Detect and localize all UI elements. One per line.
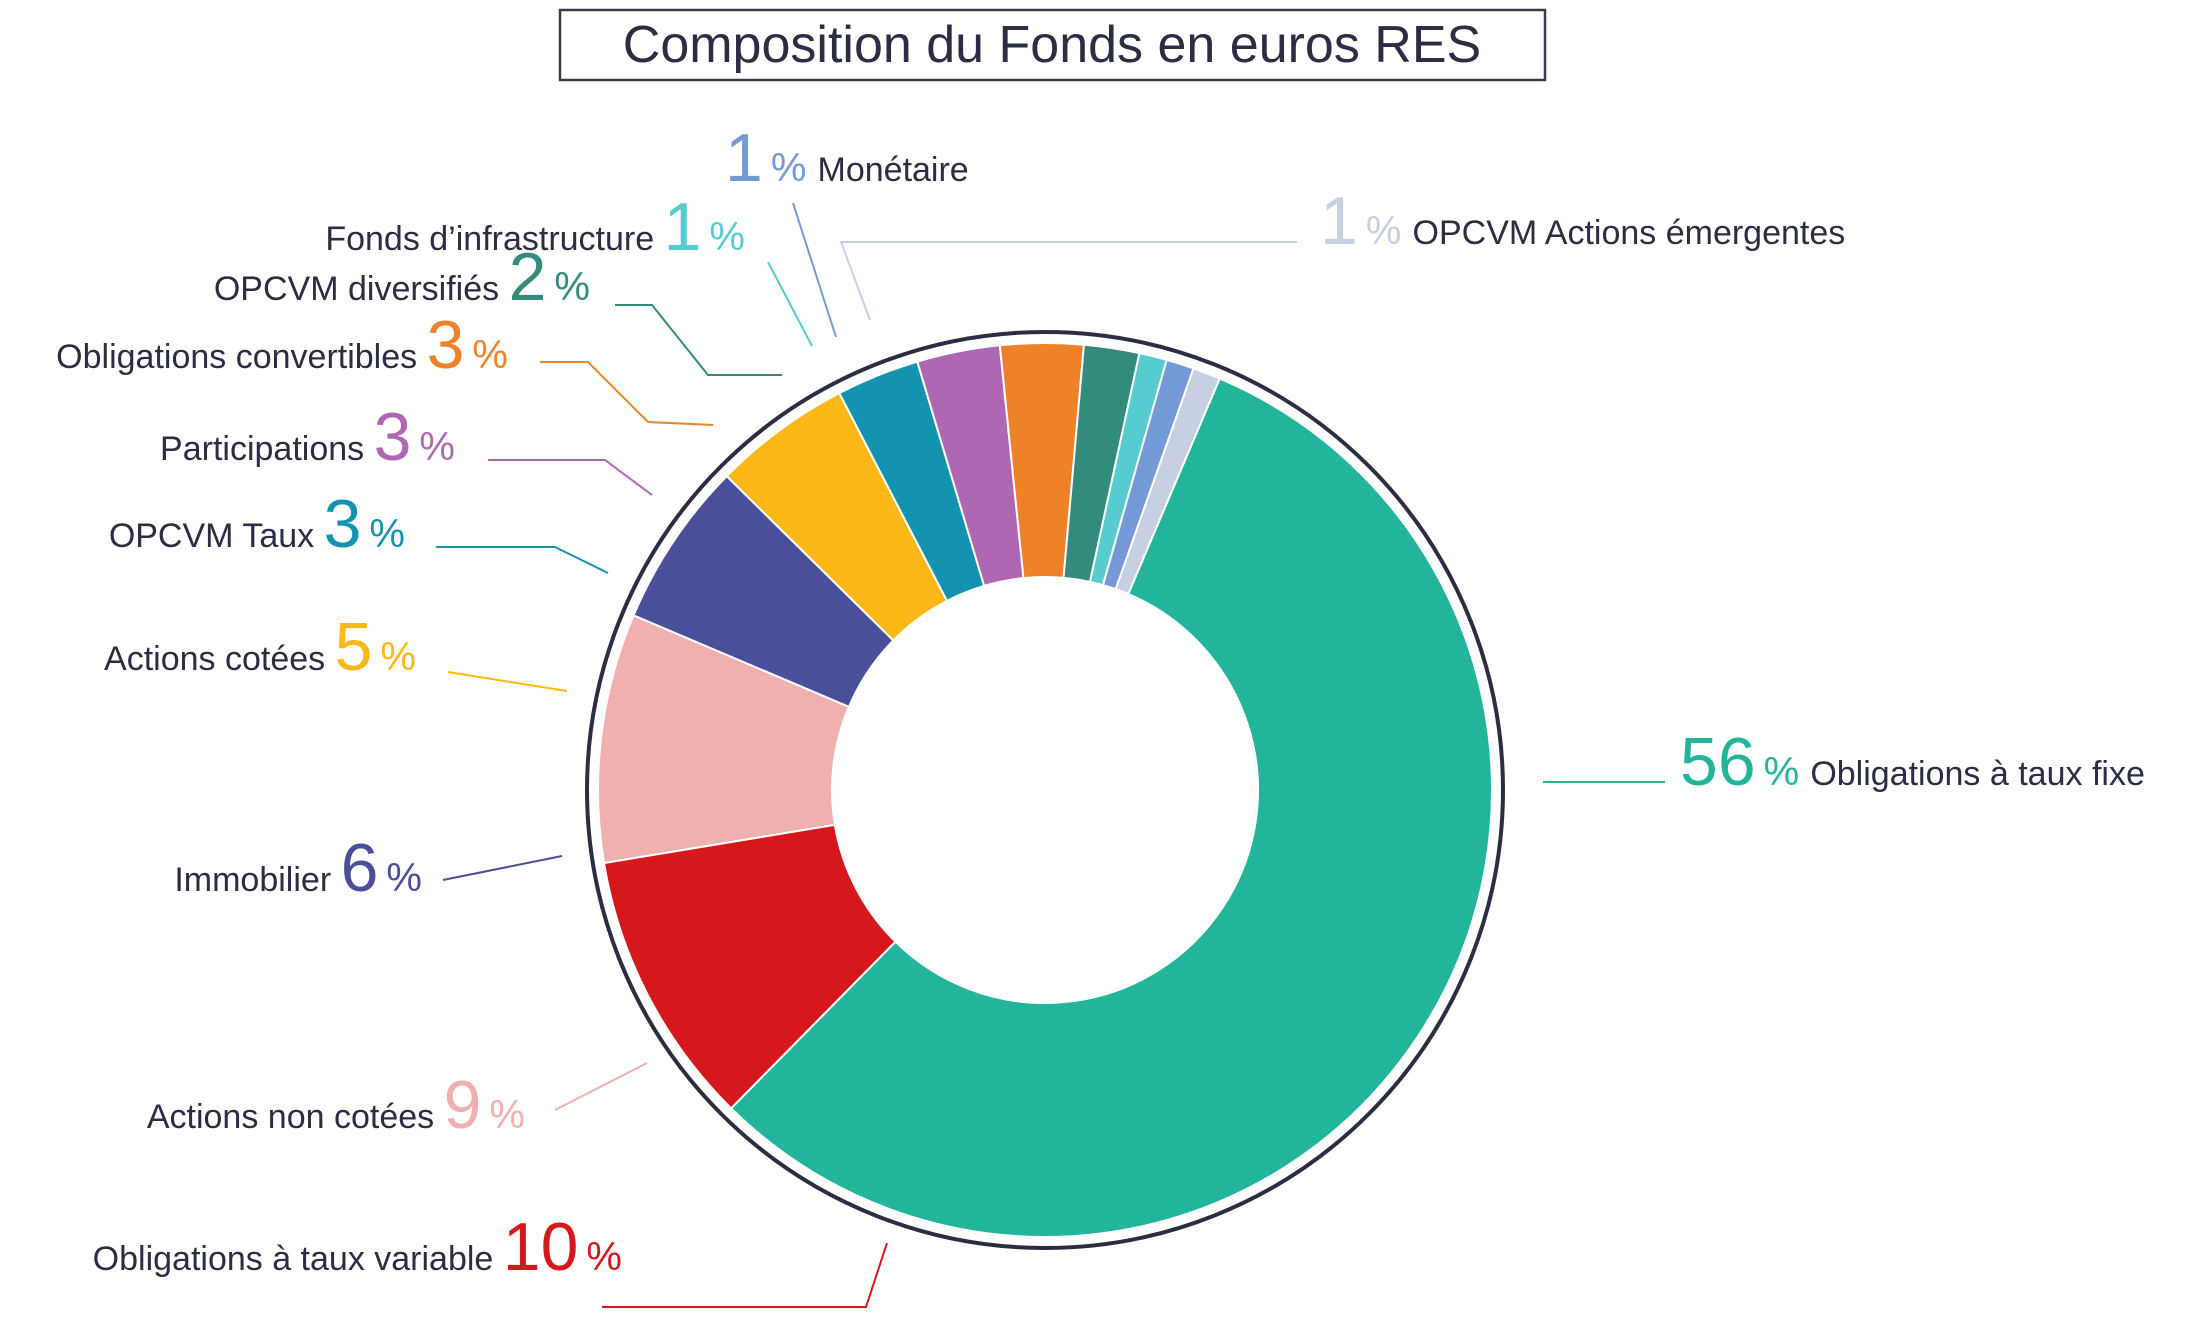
leader-line-opcvm-diversifies	[615, 304, 782, 376]
leader-line-opcvm-actions-emergentes	[839, 241, 1297, 321]
slice-label-text: OPCVM Actions émergentes	[1413, 214, 1846, 252]
slice-label-text: Actions non cotées	[147, 1098, 444, 1136]
label-obligations-a-taux-variable: Obligations à taux variable 10 %	[93, 1209, 622, 1285]
slice-value: 1	[1320, 183, 1358, 259]
slice-label-text: Participations	[160, 430, 374, 468]
slice-label-text: Actions cotées	[104, 640, 335, 678]
slice-unit: %	[1756, 750, 1811, 794]
slice-label-text: Obligations convertibles	[56, 338, 426, 376]
slice-unit: %	[481, 1093, 525, 1137]
slice-value: 3	[324, 486, 362, 562]
slice-value: 5	[335, 609, 373, 685]
slice-value: 56	[1680, 724, 1756, 800]
label-actions-cotees: Actions cotées 5 %	[104, 609, 416, 685]
title-box	[558, 8, 1547, 82]
label-obligations-a-taux-fixe: 56 % Obligations à taux fixe	[1680, 724, 2145, 800]
slice-unit: %	[411, 425, 455, 469]
slice-value: 6	[341, 830, 379, 906]
leader-line-monetaire	[792, 202, 837, 338]
slice-value: 1	[664, 189, 702, 265]
leader-line-obligations-convertibles	[540, 361, 714, 426]
slice-label-text: OPCVM Taux	[109, 517, 324, 555]
chart-title-text: Composition du Fonds en euros RES	[623, 16, 1481, 74]
slice-unit: %	[464, 333, 508, 377]
label-opcvm-actions-emergentes: 1 % OPCVM Actions émergentes	[1320, 183, 1845, 259]
donut-hole	[832, 577, 1258, 1003]
slice-label-text: Obligations à taux variable	[93, 1240, 503, 1278]
slice-value: 9	[444, 1067, 482, 1143]
slice-value: 3	[427, 307, 465, 383]
slice-unit: %	[578, 1235, 622, 1279]
slice-label-text: Monétaire	[818, 151, 969, 189]
label-opcvm-taux: OPCVM Taux 3 %	[109, 486, 405, 562]
leader-line-participations	[488, 459, 653, 496]
slice-label-text: Obligations à taux fixe	[1810, 755, 2145, 793]
slice-value: 1	[725, 120, 763, 196]
leader-line-fonds-d-infrastructure	[767, 261, 813, 347]
leader-line-actions-cotees	[447, 671, 568, 692]
leader-line-opcvm-taux	[436, 546, 609, 574]
label-obligations-convertibles: Obligations convertibles 3 %	[56, 307, 508, 383]
leader-line-actions-non-cotees	[554, 1062, 648, 1111]
slice-unit: %	[378, 856, 422, 900]
slice-unit: %	[701, 215, 745, 259]
slice-value: 2	[509, 239, 547, 315]
label-opcvm-diversifies: OPCVM diversifiés 2 %	[214, 239, 590, 315]
slice-label-text: Fonds d’infrastructure	[325, 220, 663, 258]
leader-line-obligations-a-taux-variable	[602, 1242, 888, 1308]
slice-unit: %	[361, 512, 405, 556]
slice-label-text: OPCVM diversifiés	[214, 270, 509, 308]
label-actions-non-cotees: Actions non cotées 9 %	[147, 1067, 525, 1143]
label-participations: Participations 3 %	[160, 399, 455, 475]
slice-unit: %	[763, 146, 818, 190]
chart-title: Composition du Fonds en euros RES	[558, 8, 1547, 82]
slice-label-text: Immobilier	[174, 861, 340, 899]
label-fonds-d-infrastructure: Fonds d’infrastructure 1 %	[325, 189, 745, 265]
donut-slices	[597, 342, 1493, 1238]
slice-labels: 56 % Obligations à taux fixeObligations …	[56, 120, 2145, 1308]
outer-ring	[585, 330, 1505, 1250]
slice-value: 3	[374, 399, 412, 475]
label-monetaire: 1 % Monétaire	[725, 120, 969, 196]
slice-unit: %	[372, 635, 416, 679]
slice-value: 10	[503, 1209, 579, 1285]
label-immobilier: Immobilier 6 %	[174, 830, 422, 906]
leader-line-immobilier	[442, 855, 563, 881]
slice-unit: %	[1358, 209, 1413, 253]
slice-unit: %	[546, 265, 590, 309]
